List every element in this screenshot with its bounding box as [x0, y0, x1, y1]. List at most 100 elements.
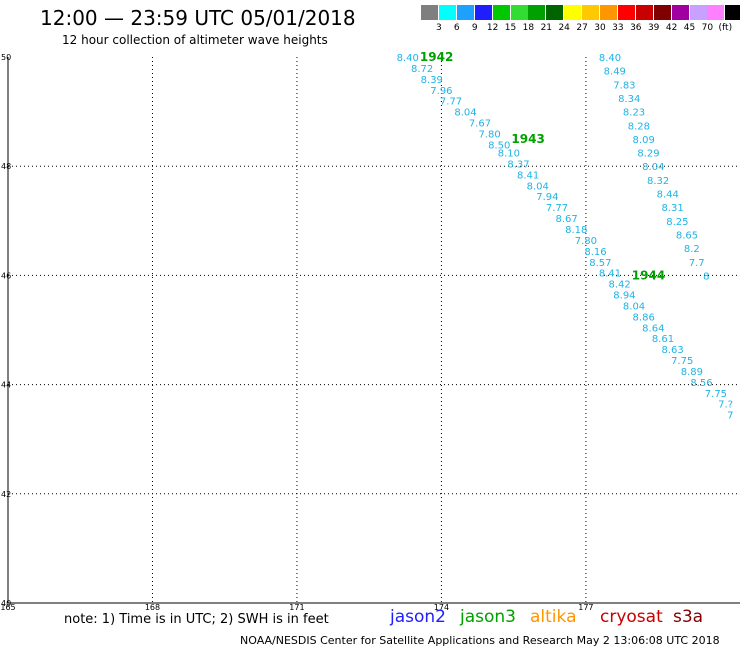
color-scale-label: (ft) [718, 23, 733, 33]
legend-jason2: jason2 [390, 607, 446, 627]
wave-height-label: 8.10 [498, 149, 520, 160]
wave-height-label: 8.2 [684, 244, 700, 255]
wave-height-label: 7.80 [575, 236, 597, 247]
wave-height-label: 8.64 [642, 323, 664, 334]
wave-height-label: 7.80 [478, 129, 500, 140]
color-scale-label: 15 [504, 23, 517, 33]
y-tick-label: 42 [1, 490, 11, 499]
wave-height-label: 7.67 [469, 119, 491, 130]
y-tick-label: 48 [1, 162, 11, 171]
x-tick-label: 165 [0, 603, 15, 610]
legend-jason3: jason3 [460, 607, 516, 627]
wave-height-label: 7.96 [430, 86, 452, 97]
pass-number-label: 1943 [511, 132, 544, 146]
wave-height-label: 8.23 [623, 108, 645, 119]
wave-height-label: 7.77 [440, 97, 462, 108]
wave-height-label: 7.75 [705, 389, 727, 400]
wave-height-label: 7.7 [689, 258, 705, 269]
wave-height-label: 8.04 [623, 301, 645, 312]
color-scale-label: 3 [436, 23, 442, 33]
color-swatch [528, 5, 546, 20]
wave-height-label: 8.29 [637, 149, 659, 160]
wave-height-label: 8.89 [681, 367, 703, 378]
color-scale-label: 39 [647, 23, 660, 33]
wave-height-label: 7.77 [546, 203, 568, 214]
wave-height-label: 7.75 [671, 356, 693, 367]
wave-height-label: 8.04 [527, 181, 549, 192]
color-swatch [474, 5, 492, 20]
wave-height-label: 8.40 [397, 53, 419, 64]
wave-height-label: 8.40 [599, 53, 621, 64]
color-swatch [707, 5, 725, 20]
y-tick-label: 50 [1, 53, 11, 62]
wave-height-label: 8.37 [507, 159, 529, 170]
wave-height-label: 8.28 [628, 121, 650, 132]
color-swatch [582, 5, 600, 20]
x-tick-label: 174 [434, 603, 449, 610]
wave-height-label: 8.50 [488, 140, 510, 151]
color-scale-label: 27 [576, 23, 588, 33]
wave-height-label: 8.25 [666, 217, 688, 228]
wave-height-label: 7.? [718, 400, 733, 411]
color-swatch [600, 5, 617, 20]
color-scale-label: 33 [612, 23, 624, 33]
wave-height-label: 8.61 [652, 334, 674, 345]
wave-height-label: 8.39 [421, 75, 443, 86]
color-swatch [510, 5, 528, 20]
wave-height-label: 8.57 [589, 258, 611, 269]
color-swatch [653, 5, 671, 20]
color-scale-label: 18 [522, 23, 535, 33]
wave-height-label: 8.31 [661, 203, 683, 214]
color-swatch [617, 5, 635, 20]
color-swatch [546, 5, 564, 20]
wave-height-label: 8.16 [584, 247, 606, 258]
color-swatch [635, 5, 653, 20]
legend-s3a: s3a [673, 607, 704, 627]
color-scale-label: 24 [558, 23, 570, 33]
color-swatch [671, 5, 689, 20]
wave-height-label: 8.56 [690, 378, 712, 389]
color-scale-label: 12 [486, 23, 499, 33]
color-swatch [456, 5, 474, 20]
wave-height-label: 8.94 [613, 291, 635, 302]
legend-altika: altika [530, 607, 577, 627]
wave-height-label: 8.34 [618, 94, 640, 105]
wave-height-label: 8.63 [661, 345, 683, 356]
note-text: note: 1) Time is in UTC; 2) SWH is in fe… [64, 612, 329, 627]
wave-height-label: 8 [703, 271, 709, 282]
color-scale-label: 36 [630, 23, 642, 33]
color-swatch [725, 5, 740, 20]
wave-height-label: 8.86 [633, 312, 655, 323]
wave-height-label: 8.49 [604, 67, 626, 78]
wave-height-label: 8.32 [647, 176, 669, 187]
y-tick-label: 44 [1, 381, 11, 390]
color-swatch [689, 5, 707, 20]
color-scale-label: 30 [594, 23, 606, 33]
y-tick-label: 46 [1, 271, 11, 280]
color-swatch [564, 5, 582, 20]
color-scale-label: 21 [540, 23, 553, 33]
wave-height-label: 8.18 [565, 225, 587, 236]
color-scale-label: 45 [683, 23, 696, 33]
y-tick-label: 40 [1, 599, 11, 608]
color-swatch [421, 5, 438, 20]
wave-height-label: 8.44 [657, 190, 679, 201]
x-tick-label: 168 [145, 603, 160, 610]
wave-height-label: 7.94 [536, 192, 558, 203]
wave-height-label: 8.04 [454, 108, 476, 119]
color-swatch [438, 5, 456, 20]
color-swatch [492, 5, 510, 20]
chart-subtitle: 12 hour collection of altimeter wave hei… [62, 33, 328, 47]
credit-line: NOAA/NESDIS Center for Satellite Applica… [240, 634, 720, 647]
pass-number-label: 1944 [632, 268, 665, 282]
x-tick-label: 177 [578, 603, 593, 610]
wave-height-label: 8.41 [599, 269, 621, 280]
color-scale-label: 70 [701, 23, 714, 33]
color-scale-label: 42 [665, 23, 678, 33]
wave-height-label: 8.67 [555, 214, 577, 225]
wave-height-label: 8.04 [642, 162, 664, 173]
wave-height-label: 8.72 [411, 64, 433, 75]
wave-height-label: 8.41 [517, 170, 539, 181]
wave-height-label: 7 [727, 411, 733, 422]
